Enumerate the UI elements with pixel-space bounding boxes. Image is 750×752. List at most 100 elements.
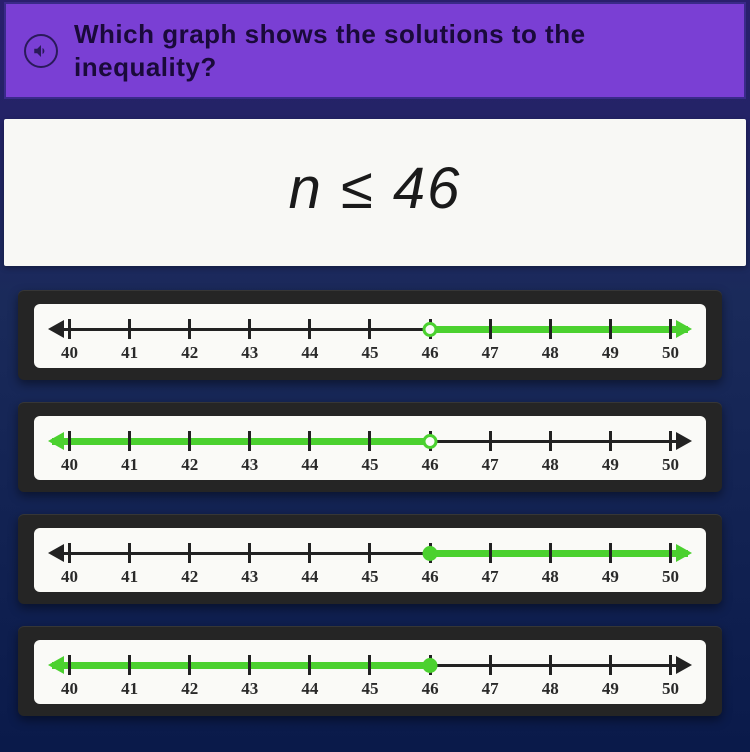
tick: 48	[549, 319, 552, 339]
arrow-right-icon	[676, 432, 692, 450]
arrow-left-icon	[48, 544, 64, 562]
tick: 50	[669, 543, 672, 563]
tick: 49	[609, 655, 612, 675]
tick-label: 43	[241, 343, 258, 363]
tick-label: 42	[181, 567, 198, 587]
tick-label: 40	[61, 455, 78, 475]
tick-label: 49	[602, 455, 619, 475]
tick: 45	[368, 655, 371, 675]
tick-label: 45	[361, 679, 378, 699]
tick: 42	[188, 543, 191, 563]
question-bar: Which graph shows the solutions to the i…	[4, 2, 746, 99]
tick-label: 48	[542, 343, 559, 363]
endpoint-circle	[423, 322, 438, 337]
tick-label: 46	[422, 679, 439, 699]
option-C[interactable]: 40 41 42 43 44 45 46 47 48 49 50	[18, 514, 722, 604]
ticks: 40 41 42 43 44 45 46 47 48 49 50	[68, 538, 672, 586]
tick-label: 43	[241, 455, 258, 475]
tick-label: 50	[662, 567, 679, 587]
tick: 42	[188, 431, 191, 451]
tick: 47	[489, 543, 492, 563]
tick: 44	[308, 319, 311, 339]
tick-label: 41	[121, 567, 138, 587]
ticks: 4041424344454647484950	[68, 426, 672, 474]
tick-label: 42	[181, 455, 198, 475]
tick-label: 49	[602, 343, 619, 363]
tick-label: 48	[542, 455, 559, 475]
tick-label: 50	[662, 679, 679, 699]
tick: 41	[128, 655, 131, 675]
tick-label: 45	[361, 567, 378, 587]
tick: 43	[248, 319, 251, 339]
numberline: 40 41 42 43 44 45 46 47 48 49 50	[52, 538, 688, 586]
tick: 43	[248, 543, 251, 563]
tick: 40	[68, 431, 71, 451]
numberline: 4041424344454647484950	[52, 650, 688, 698]
tick: 41	[128, 431, 131, 451]
tick: 50	[669, 655, 672, 675]
tick-label: 41	[121, 343, 138, 363]
arrow-right-icon	[676, 320, 692, 338]
tick: 44	[308, 543, 311, 563]
tick: 44	[308, 655, 311, 675]
tick: 44	[308, 431, 311, 451]
tick-label: 40	[61, 567, 78, 587]
tick-label: 48	[542, 567, 559, 587]
tick: 50	[669, 319, 672, 339]
tick: 47	[489, 319, 492, 339]
tick: 43	[248, 655, 251, 675]
tick: 45	[368, 431, 371, 451]
tick: 40	[68, 543, 71, 563]
tick-label: 49	[602, 567, 619, 587]
tick: 45	[368, 543, 371, 563]
tick-label: 45	[361, 343, 378, 363]
tick-label: 41	[121, 455, 138, 475]
tick-label: 44	[301, 567, 318, 587]
tick-label: 41	[121, 679, 138, 699]
options-container: 40 41 42 43 44 45 46 47 48 49 50 40 41 42 43 44 45 46 47 48…	[0, 290, 750, 716]
option-B[interactable]: 4041424344454647484950	[18, 402, 722, 492]
tick-label: 46	[422, 343, 439, 363]
ticks: 40 41 42 43 44 45 46 47 48 49 50	[68, 314, 672, 362]
inequality-panel: n ≤ 46	[4, 119, 746, 266]
tick: 47	[489, 655, 492, 675]
tick-label: 42	[181, 679, 198, 699]
tick-label: 40	[61, 343, 78, 363]
tick-label: 43	[241, 679, 258, 699]
tick: 40	[68, 655, 71, 675]
tick: 40	[68, 319, 71, 339]
tick-label: 43	[241, 567, 258, 587]
numberline: 40 41 42 43 44 45 46 47 48 49 50	[52, 314, 688, 362]
question-text: Which graph shows the solutions to the i…	[74, 18, 726, 83]
tick: 50	[669, 431, 672, 451]
tick: 47	[489, 431, 492, 451]
tick: 49	[609, 319, 612, 339]
numberline-box: 40 41 42 43 44 45 46 47 48 49 50	[34, 304, 706, 368]
tick: 42	[188, 319, 191, 339]
arrow-right-icon	[676, 544, 692, 562]
tick: 48	[549, 431, 552, 451]
tick: 42	[188, 655, 191, 675]
tick-label: 50	[662, 455, 679, 475]
endpoint-circle	[423, 434, 438, 449]
tick: 49	[609, 543, 612, 563]
tick: 45	[368, 319, 371, 339]
arrow-left-icon	[48, 320, 64, 338]
arrow-left-icon	[48, 432, 64, 450]
tick-label: 44	[301, 679, 318, 699]
option-D[interactable]: 4041424344454647484950	[18, 626, 722, 716]
tick-label: 50	[662, 343, 679, 363]
numberline: 4041424344454647484950	[52, 426, 688, 474]
tick: 41	[128, 319, 131, 339]
inequality-expression: n ≤ 46	[4, 155, 746, 222]
tick-label: 42	[181, 343, 198, 363]
speaker-icon[interactable]	[24, 34, 58, 68]
option-A[interactable]: 40 41 42 43 44 45 46 47 48 49 50	[18, 290, 722, 380]
tick-label: 46	[422, 567, 439, 587]
tick-label: 45	[361, 455, 378, 475]
tick-label: 47	[482, 455, 499, 475]
ticks: 4041424344454647484950	[68, 650, 672, 698]
tick-label: 47	[482, 679, 499, 699]
endpoint-circle	[423, 658, 438, 673]
tick-label: 47	[482, 343, 499, 363]
